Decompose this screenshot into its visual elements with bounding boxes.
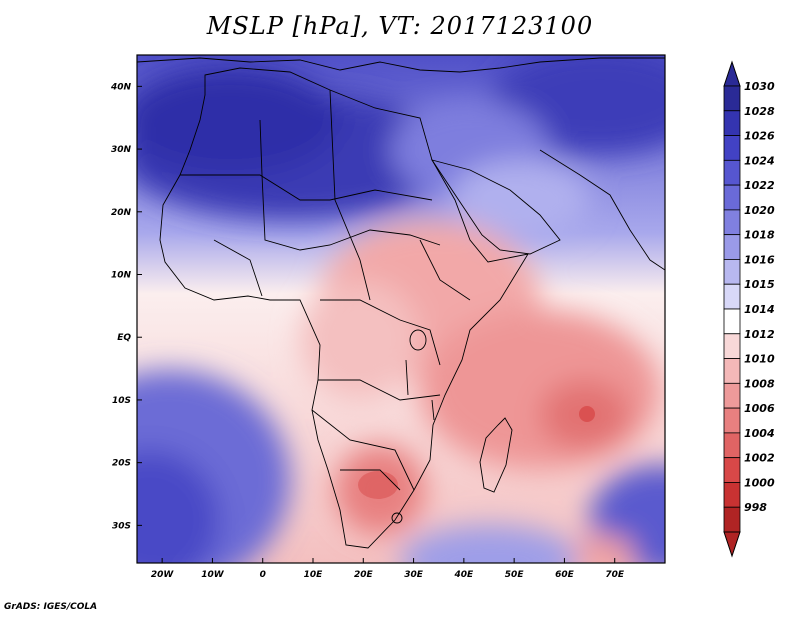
colorbar-label: 1020: [744, 204, 775, 217]
colorbar-swatch: [723, 259, 741, 285]
colorbar-label: 1012: [744, 328, 775, 341]
lat-label: 40N: [110, 82, 132, 92]
colorbar-swatch: [723, 85, 741, 112]
lon-label: 20W: [151, 570, 175, 580]
lat-label: EQ: [117, 333, 131, 343]
lon-label: 10E: [304, 570, 324, 580]
colorbar-swatch: [723, 358, 741, 384]
colorbar-label: 1010: [744, 353, 775, 366]
colorbar-label: 1022: [744, 179, 775, 192]
colorbar-swatch: [723, 209, 741, 236]
colorbar: 1030 1028 1026 1024 1022 1020 1018 1016 1015 1014…: [723, 60, 775, 558]
colorbar-swatch: [723, 382, 741, 409]
colorbar-label: 1004: [744, 427, 775, 440]
colorbar-bottom-arrow: [723, 531, 741, 558]
colorbar-top-arrow: [723, 60, 741, 87]
lat-label: 20S: [112, 459, 131, 469]
credit-text: GrADS: IGES/COLA: [4, 602, 98, 612]
colorbar-swatch: [723, 457, 741, 483]
colorbar-label: 1026: [744, 130, 775, 143]
colorbar-label: 1018: [744, 229, 775, 242]
lon-label: 20E: [354, 570, 374, 580]
pressure-field: [137, 55, 665, 563]
lon-label: 50E: [505, 570, 525, 580]
lat-label: 10S: [112, 396, 131, 406]
lon-label: 40E: [454, 570, 475, 580]
map-frame: [136, 54, 666, 564]
coastlines: [137, 57, 665, 549]
lon-label: 10W: [201, 570, 225, 580]
latitude-axis: 40N 30N 20N 10N EQ 10S 20S 30S: [110, 82, 142, 531]
colorbar-swatch: [723, 184, 741, 211]
colorbar-label: 1024: [744, 154, 775, 167]
lon-label: 30E: [404, 570, 424, 580]
colorbar-swatch: [723, 283, 741, 310]
colorbar-swatch: [723, 432, 741, 459]
colorbar-swatch: [723, 135, 741, 161]
colorbar-label: 1008: [744, 377, 775, 390]
lat-label: 10N: [111, 271, 132, 281]
colorbar-swatch: [723, 308, 741, 335]
colorbar-label: 1028: [744, 105, 775, 118]
colorbar-swatch: [723, 407, 741, 434]
colorbar-swatch: [723, 110, 741, 136]
colorbar-label: 1014: [744, 303, 775, 316]
colorbar-swatch: [723, 234, 741, 260]
colorbar-label: 1016: [744, 253, 775, 266]
colorbar-label: 1015: [744, 278, 775, 291]
lon-label: 0: [260, 570, 266, 580]
colorbar-swatch: [723, 159, 741, 186]
lon-label: 70E: [605, 570, 625, 580]
lat-label: 20N: [111, 208, 132, 218]
colorbar-label: 1006: [744, 402, 775, 415]
map-title: MSLP [hPa], VT: 2017123100: [206, 12, 594, 40]
colorbar-label: 1002: [744, 452, 775, 465]
colorbar-swatch: [723, 506, 741, 533]
colorbar-swatch: [723, 482, 741, 508]
colorbar-label: 998: [744, 501, 767, 514]
lat-label: 30N: [111, 145, 132, 155]
lon-label: 60E: [555, 570, 575, 580]
colorbar-swatch: [723, 333, 741, 359]
colorbar-label: 1000: [744, 476, 775, 489]
longitude-axis: 20W 10W 0 10E 20E 30E 40E 50E 60E 70E: [151, 558, 625, 580]
lat-label: 30S: [112, 521, 131, 531]
colorbar-label: 1030: [744, 80, 775, 93]
